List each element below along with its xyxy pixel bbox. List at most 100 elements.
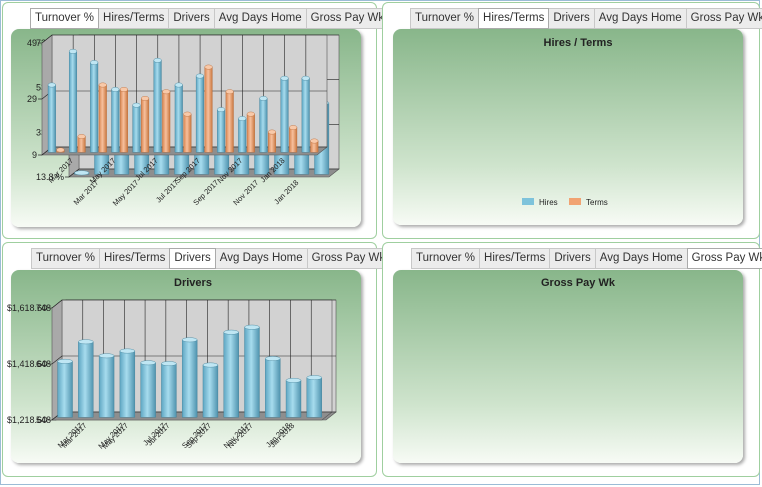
- bar-cap: [265, 356, 281, 361]
- bar-cap: [57, 358, 73, 364]
- bar-terms-cap: [162, 89, 171, 95]
- grid-line-side: [41, 34, 53, 44]
- bar-hires: [132, 102, 141, 153]
- bar-terms-cap: [310, 138, 319, 144]
- bar: [119, 348, 136, 418]
- x-tick-label: Nov 2017: [222, 421, 251, 450]
- bar-terms: [310, 138, 319, 153]
- chart-title: Gross Pay Wk: [541, 277, 616, 289]
- bar: [223, 329, 239, 418]
- bar-cap: [244, 324, 260, 330]
- bar-terms: [141, 96, 150, 153]
- y-tick-label: $1,418.60: [7, 359, 47, 369]
- bar-body: [202, 364, 219, 418]
- tab-hires-terms[interactable]: Hires/Terms: [479, 248, 551, 269]
- bar: [98, 353, 115, 418]
- bar: [181, 337, 198, 418]
- bar: [306, 375, 322, 418]
- bar: [78, 339, 94, 418]
- bar-hires-cap: [47, 82, 56, 88]
- legend-label-hires: Hires: [539, 198, 558, 207]
- bar-terms: [183, 111, 192, 153]
- tab-turnover[interactable]: Turnover %: [30, 8, 100, 29]
- tab-drivers[interactable]: Drivers: [169, 248, 216, 269]
- tab-avg-days-home[interactable]: Avg Days Home: [593, 8, 687, 29]
- y-tick-label: 548: [36, 415, 51, 425]
- bar-hires: [111, 87, 120, 153]
- y-tick-label: 748: [36, 303, 51, 313]
- tab-gross-pay-wk[interactable]: Gross Pay Wk: [305, 8, 390, 29]
- bar: [161, 361, 177, 418]
- x-tick-label: Mar 2017: [56, 421, 85, 450]
- bar: [202, 362, 219, 418]
- tab-gross-pay-wk[interactable]: Gross Pay Wk: [686, 248, 762, 269]
- panel-tabs: Turnover % Hires/Terms Drivers Avg Days …: [410, 8, 762, 29]
- tab-drivers[interactable]: Drivers: [548, 8, 595, 29]
- bar-hires-cap: [111, 87, 120, 92]
- chart-legend: Hires Terms: [522, 198, 608, 207]
- panel-tabs: Turnover % Hires/Terms Drivers Avg Days …: [31, 248, 391, 269]
- grid-line-side: [51, 299, 63, 309]
- bar-body: [140, 362, 156, 418]
- x-tick-label: Sep 2017: [180, 421, 209, 450]
- bar-body: [181, 339, 198, 418]
- bar-terms: [246, 111, 255, 153]
- bar-terms-cap: [204, 64, 213, 70]
- bar-hires: [153, 57, 162, 153]
- tab-avg-days-home[interactable]: Avg Days Home: [594, 248, 688, 269]
- bar-cap: [223, 329, 239, 335]
- bar-body: [244, 327, 260, 418]
- bar-terms: [204, 64, 213, 153]
- bar-hires-cap: [132, 102, 141, 108]
- tab-drivers[interactable]: Drivers: [168, 8, 215, 29]
- gross-pay-panel: Turnover % Hires/Terms Drivers Avg Days …: [382, 242, 762, 477]
- tab-turnover[interactable]: Turnover %: [411, 248, 481, 269]
- bar: [140, 360, 156, 418]
- grid-line-side: [51, 355, 63, 365]
- bar-hires: [217, 107, 226, 153]
- tab-hires-terms[interactable]: Hires/Terms: [478, 8, 550, 29]
- legend-swatch-terms: [569, 198, 581, 205]
- bar-cap: [119, 348, 136, 354]
- tab-hires-terms[interactable]: Hires/Terms: [99, 248, 171, 269]
- bar-body: [161, 363, 177, 418]
- bar-cap: [78, 339, 94, 345]
- bar-body: [223, 332, 239, 418]
- bar-terms-cap: [56, 147, 65, 153]
- panel-tabs: Turnover % Hires/Terms Drivers Avg Days …: [411, 248, 762, 269]
- bar-cap: [306, 375, 322, 381]
- chart-group: Gross Pay Wk $1,218.60 $1,418.60 $1,618.60 M…: [7, 277, 616, 451]
- tab-gross-pay-wk[interactable]: Gross Pay Wk: [685, 8, 762, 29]
- bar-hires-cap: [280, 75, 289, 81]
- bar-terms: [225, 89, 234, 153]
- bar-terms: [98, 82, 107, 153]
- bar-terms-cap: [77, 134, 86, 139]
- bar: [285, 378, 302, 418]
- x-tick-label: May 2017: [96, 421, 126, 451]
- chart-title: Hires / Terms: [544, 37, 613, 49]
- chart-card: [393, 29, 743, 225]
- y-tick-label: 29: [27, 94, 37, 104]
- bar: [244, 324, 260, 418]
- panel-tabs: Turnover % Hires/Terms Drivers Avg Days …: [30, 8, 390, 29]
- bar: [265, 356, 281, 418]
- bar-body: [98, 355, 115, 418]
- bar-cap: [74, 170, 90, 176]
- tab-turnover[interactable]: Turnover %: [31, 248, 101, 269]
- bar-hires-cap: [217, 107, 226, 113]
- bar-body: [306, 377, 322, 418]
- bar-hires: [280, 75, 289, 153]
- hires-terms-panel: Turnover % Hires/Terms Drivers Avg Days …: [382, 2, 762, 239]
- bar-hires-cap: [259, 96, 268, 101]
- bar-terms: [119, 87, 128, 153]
- tab-turnover[interactable]: Turnover %: [410, 8, 480, 29]
- bar-hires: [47, 82, 56, 153]
- y-tick-label: $1,218.60: [7, 415, 47, 425]
- bar-hires-cap: [90, 60, 99, 65]
- legend-label-terms: Terms: [586, 198, 608, 207]
- bar: [74, 170, 90, 176]
- bar-hires-cap: [238, 116, 247, 122]
- bar-hires: [90, 60, 99, 153]
- bar-terms-cap: [289, 125, 298, 130]
